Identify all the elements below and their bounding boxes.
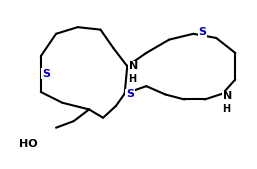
Text: H: H xyxy=(223,104,231,114)
Text: S: S xyxy=(42,69,50,79)
Text: N: N xyxy=(223,91,232,101)
Text: S: S xyxy=(126,89,134,100)
Text: N: N xyxy=(128,61,138,71)
Text: HO: HO xyxy=(19,139,38,149)
Text: H: H xyxy=(128,74,137,84)
Text: S: S xyxy=(198,27,206,37)
